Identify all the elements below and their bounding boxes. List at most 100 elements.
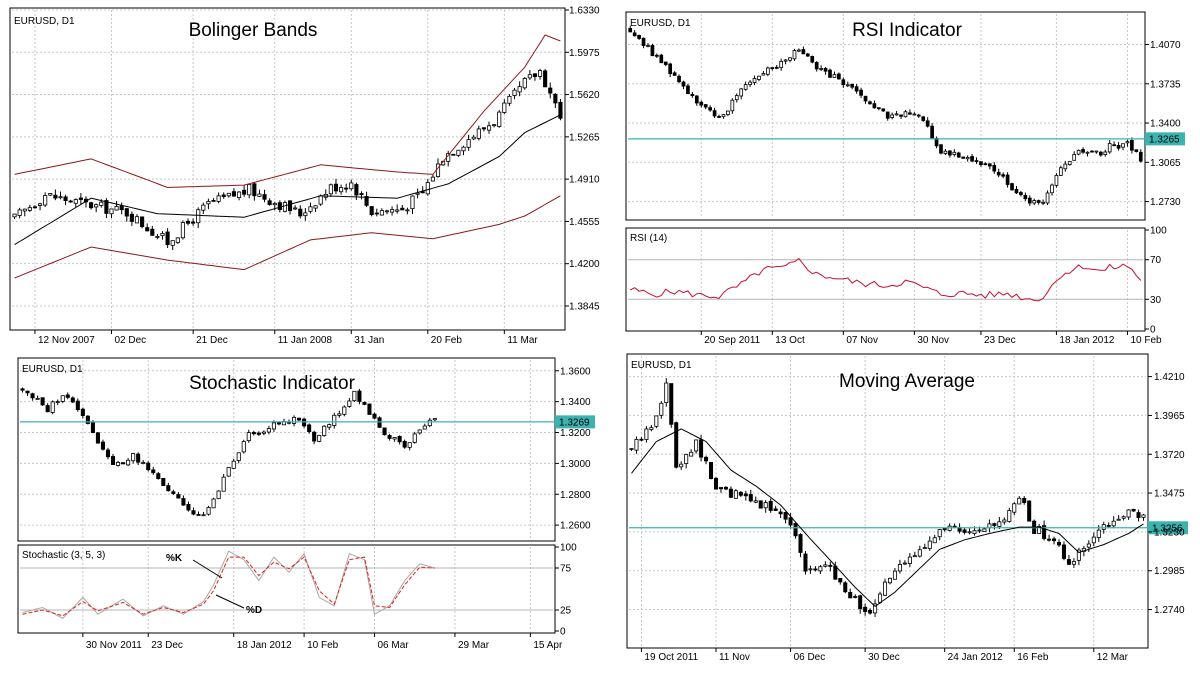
candle-bear: [868, 101, 872, 105]
candle-bear: [105, 449, 111, 458]
moving-average-panel: 1.3256 1.4210 1.3965 1.3720 1.3475 1.3230 1.2…: [626, 353, 1188, 663]
ma-current-price-value: 1.3256: [1152, 523, 1183, 534]
candle-bull: [779, 60, 784, 68]
x-tick-label: 23 Dec: [984, 335, 1016, 346]
candle-bull: [1076, 549, 1081, 561]
candle-bull: [282, 202, 288, 212]
candle-bull: [679, 463, 684, 468]
candle-bull: [952, 151, 957, 155]
candle-bear: [25, 390, 30, 394]
rsi-axis-tick-label: 70: [1150, 255, 1162, 266]
candle-bull: [1072, 154, 1077, 161]
stochastic-x-axis: 30 Nov 2011 23 Dec 18 Jan 2012 10 Feb 06 Mar…: [82, 633, 563, 651]
candle-bear: [377, 417, 382, 428]
y-tick-label: 1.3200: [560, 428, 591, 439]
candle-bull: [1111, 520, 1116, 527]
candle-bear: [704, 456, 709, 462]
candle-bull: [512, 89, 517, 96]
candle-bear: [156, 473, 161, 480]
candle-bear: [668, 63, 673, 75]
candle-bull: [823, 564, 828, 567]
lower-band: [14, 195, 561, 279]
candle-bull: [226, 467, 231, 477]
candle-bull: [832, 74, 837, 78]
candle-bear: [921, 116, 926, 121]
candle-bear: [814, 62, 819, 70]
y-tick-label: 1.5265: [569, 132, 600, 143]
x-tick-label: 16 Feb: [1017, 652, 1049, 663]
candle-bear: [962, 529, 967, 533]
candle-bear: [251, 431, 256, 435]
y-tick-label: 1.3065: [1150, 158, 1181, 169]
candle-bull: [1037, 526, 1042, 534]
candle-bear: [124, 208, 129, 217]
candle-bear: [768, 500, 773, 511]
candle-bear: [481, 127, 486, 130]
candle-bear: [908, 112, 912, 115]
candle-bull: [664, 382, 669, 404]
candle-bear: [659, 54, 664, 64]
candle-bear: [359, 193, 364, 196]
candle-bear: [333, 183, 339, 192]
candle-bear: [694, 95, 699, 104]
candle-bull: [497, 111, 502, 127]
x-tick-label: 29 Mar: [458, 640, 490, 651]
candle-bear: [1052, 538, 1057, 542]
candle-bear: [166, 485, 171, 492]
candle-bull: [412, 433, 417, 443]
rsi-title: RSI Indicator: [852, 20, 962, 41]
candle-bull: [246, 432, 251, 442]
candle-bear: [813, 568, 818, 571]
rsi-grid: [628, 14, 1143, 329]
candle-bear: [717, 116, 721, 118]
candle-bull: [629, 448, 634, 450]
candle-bear: [181, 498, 186, 506]
candle-bear: [961, 156, 966, 159]
x-tick-label: 06 Dec: [794, 652, 826, 663]
candle-bull: [226, 192, 231, 197]
k-annotation-arrow: [192, 559, 223, 579]
candle-bear: [78, 197, 83, 200]
candle-bear: [663, 61, 668, 65]
candle-bull: [201, 514, 206, 517]
candle-bull: [247, 184, 252, 196]
y-tick-label: 1.4910: [569, 175, 600, 186]
candle-bull: [1125, 141, 1130, 144]
candle-bull: [432, 418, 437, 421]
candle-bull: [965, 156, 970, 160]
candle-bear: [45, 405, 50, 413]
rsi-label: RSI (14): [630, 233, 667, 244]
candle-bull: [878, 593, 883, 603]
candle-bull: [109, 208, 114, 215]
stochastic-candles: [20, 387, 437, 517]
candle-bull: [456, 149, 461, 156]
candle-bear: [298, 208, 303, 217]
candle-bull: [982, 528, 987, 533]
candle-bull: [430, 176, 435, 182]
candle-bear: [1066, 559, 1071, 565]
candle-bear: [369, 206, 374, 216]
candle-bear: [1081, 149, 1085, 153]
candle-bear: [863, 606, 868, 612]
candle-bear: [641, 37, 646, 46]
candle-bull: [761, 73, 766, 76]
candle-bear: [848, 592, 853, 599]
ma-title: Moving Average: [839, 371, 975, 392]
candle-bull: [170, 240, 175, 246]
rsi-axis-tick-label: 30: [1150, 295, 1162, 306]
candle-bull: [339, 187, 344, 193]
stochastic-current-price-box: [555, 415, 595, 429]
candle-bear: [176, 494, 181, 499]
x-tick-label: 15 Apr: [533, 640, 563, 651]
candle-bull: [922, 547, 927, 550]
candle-bull: [427, 419, 432, 427]
candle-bear: [996, 171, 1001, 176]
moving-average-line: [631, 428, 1144, 608]
candle-bull: [114, 206, 119, 211]
candle-bear: [858, 595, 863, 609]
candle-bull: [175, 237, 180, 243]
candle-bull: [379, 210, 384, 216]
candle-bull: [752, 78, 757, 83]
candle-bull: [17, 209, 22, 216]
